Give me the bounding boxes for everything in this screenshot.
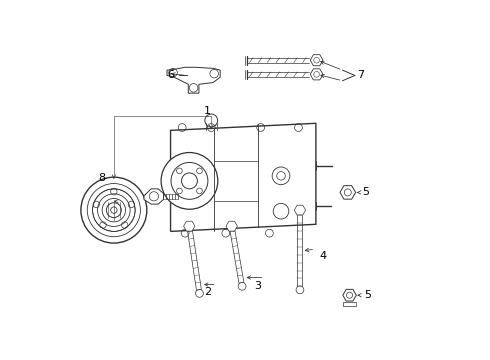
Circle shape	[111, 207, 117, 213]
Polygon shape	[171, 123, 316, 231]
Circle shape	[205, 114, 218, 127]
Polygon shape	[167, 67, 220, 93]
Text: 2: 2	[204, 287, 211, 297]
Text: 3: 3	[254, 281, 261, 291]
Text: 8: 8	[98, 173, 105, 183]
Text: 7: 7	[357, 71, 364, 80]
Circle shape	[296, 286, 304, 294]
Text: 5: 5	[364, 290, 371, 300]
Circle shape	[238, 282, 246, 290]
Text: 4: 4	[319, 251, 326, 261]
Bar	[343, 302, 356, 306]
Text: 6: 6	[167, 71, 174, 80]
Text: 5: 5	[362, 188, 369, 197]
Polygon shape	[144, 189, 164, 204]
Circle shape	[161, 153, 218, 209]
Circle shape	[196, 289, 203, 297]
Text: 1: 1	[204, 106, 211, 116]
